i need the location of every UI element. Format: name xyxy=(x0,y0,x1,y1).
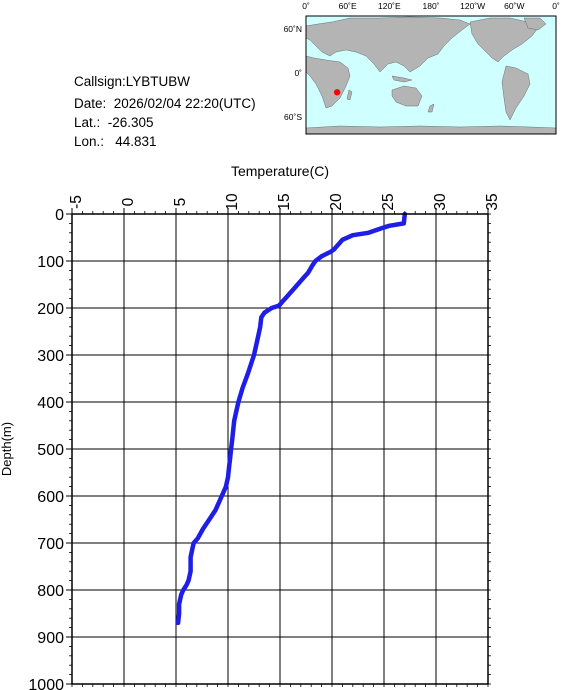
map-latitude-label: 60˚S xyxy=(284,112,302,122)
plot-frame xyxy=(71,213,489,685)
longitude-label: Lon.: 44.831 xyxy=(74,134,157,149)
temperature-profile-line xyxy=(175,211,408,626)
x-tick-label: 5 xyxy=(172,198,189,207)
map-continents xyxy=(305,16,557,135)
x-tick-label: 0 xyxy=(120,197,137,206)
y-tick-label: 900 xyxy=(37,630,64,647)
station-marker-icon xyxy=(333,89,341,96)
y-tick-label: 800 xyxy=(37,583,64,600)
map-longitude-label: 0˚ xyxy=(302,1,310,11)
map-longitude-labels: 0˚ 60˚E 120˚E 180˚ 120˚W 60˚W 0˚ xyxy=(302,1,560,11)
x-tick-label: 15 xyxy=(276,193,293,210)
y-tick-label: 300 xyxy=(37,348,64,365)
y-tick-labels: 0 100 200 300 400 500 600 700 800 900 1000 xyxy=(28,207,64,690)
x-tick-label: 30 xyxy=(432,193,449,211)
map-frame xyxy=(305,15,557,135)
map-latitude-label: 0˚ xyxy=(294,68,302,78)
map-longitude-label: 0˚ xyxy=(552,1,560,11)
plot-area: -5 0 5 10 15 20 25 30 35 0 100 200 300 400 500 600 700 8… xyxy=(0,163,501,690)
x-tick-label: 10 xyxy=(224,193,241,211)
x-tick-label: -5 xyxy=(68,195,85,209)
y-tick-label: 700 xyxy=(37,536,64,553)
map-latitude-label: 60˚N xyxy=(284,24,302,34)
y-tick-label: 200 xyxy=(37,301,64,318)
x-tick-label: 20 xyxy=(328,193,345,211)
x-tick-labels: -5 0 5 10 15 20 25 30 35 xyxy=(68,193,501,211)
map-longitude-label: 120˚E xyxy=(378,1,401,11)
map-longitude-label: 60˚W xyxy=(504,1,524,11)
latitude-label: Lat.: -26.305 xyxy=(74,115,154,130)
date-label: Date: 2026/02/04 22:20(UTC) xyxy=(74,96,256,111)
y-tick-label: 400 xyxy=(37,395,64,412)
map-longitude-label: 120˚W xyxy=(460,1,485,11)
y-tick-label: 100 xyxy=(37,254,64,271)
y-tick-label: 500 xyxy=(37,442,64,459)
map-latitude-labels: 60˚N 0˚ 60˚S xyxy=(284,24,303,122)
y-tick-label: 600 xyxy=(37,489,64,506)
map-longitude-label: 180˚ xyxy=(422,1,439,11)
callsign-label: Callsign:LYBTUBW xyxy=(74,74,191,89)
x-tick-label: 35 xyxy=(484,193,501,210)
x-axis-title: Temperature(C) xyxy=(231,163,329,179)
y-axis-title: Depth(m) xyxy=(0,422,14,476)
map-longitude-label: 60˚E xyxy=(339,1,357,11)
world-map: 0˚ 60˚E 120˚E 180˚ 120˚W 60˚W 0˚ 60˚N 0˚ 60˚S xyxy=(284,1,560,135)
y-tick-label: 0 xyxy=(55,207,64,224)
y-tick-label: 1000 xyxy=(28,677,64,690)
x-tick-label: 25 xyxy=(380,193,397,210)
